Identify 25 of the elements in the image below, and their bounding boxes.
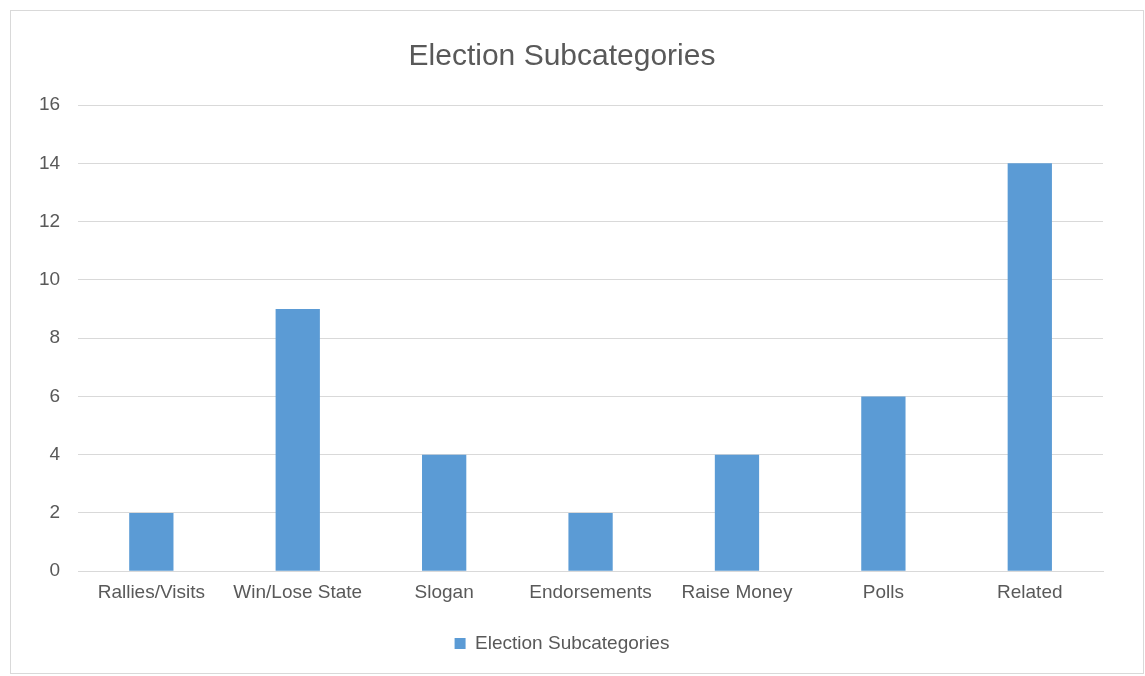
legend-label: Election Subcategories xyxy=(475,631,670,653)
chart-title: Election Subcategories xyxy=(408,38,716,72)
y-tick-label: 8 xyxy=(49,326,61,348)
x-tick-label: Win/Lose State xyxy=(233,580,363,602)
bar xyxy=(275,308,320,571)
x-tick-label: Rallies/Visits xyxy=(97,580,206,602)
x-tick-label: Related xyxy=(997,580,1063,602)
bar xyxy=(861,396,906,571)
bar xyxy=(129,512,174,571)
y-tick-label: 14 xyxy=(38,151,61,173)
y-tick-label: 12 xyxy=(38,209,61,231)
y-tick-label: 2 xyxy=(49,501,61,523)
y-tick-label: 4 xyxy=(49,442,61,464)
x-tick-label: Slogan xyxy=(414,580,474,602)
bar xyxy=(1007,163,1052,571)
bar xyxy=(422,454,467,571)
y-tick-label: 6 xyxy=(49,384,61,406)
x-tick-label: Endorsements xyxy=(529,580,652,602)
y-tick-label: 0 xyxy=(49,559,61,581)
bar xyxy=(568,512,613,571)
bar xyxy=(714,454,760,571)
y-tick-label: 16 xyxy=(38,93,61,115)
y-tick-label: 10 xyxy=(38,268,61,290)
x-tick-label: Polls xyxy=(862,580,904,602)
x-tick-label: Raise Money xyxy=(681,580,793,602)
